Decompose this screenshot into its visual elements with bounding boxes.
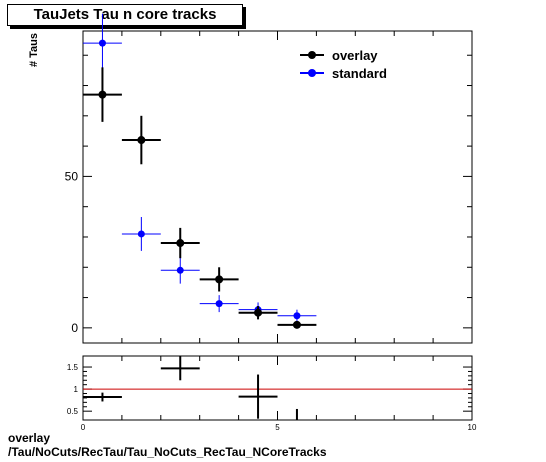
main-y-axis-label: # Taus	[28, 33, 40, 67]
standard-point	[293, 312, 301, 320]
ratio-frame	[82, 355, 473, 421]
ratio-x-tick-label: 0	[81, 423, 86, 432]
overlay-point	[254, 308, 263, 317]
ratio-plot-panel: 0.5 1 1.5 0 5 10	[67, 355, 477, 432]
main-frame	[82, 30, 473, 344]
ratio-x-tick-label: 10	[468, 423, 477, 432]
legend-label-standard: standard	[332, 66, 387, 81]
overlay-point	[215, 275, 224, 284]
footer-path: /Tau/NoCuts/RecTau/Tau_NoCuts_RecTau_NCo…	[8, 445, 327, 459]
main-y-tick-label: 0	[71, 321, 78, 335]
ratio-y-tick-label: 0.5	[67, 407, 79, 416]
ratio-y-tick-label: 1	[74, 385, 79, 394]
chart-title-box: TauJets Tau n core tracks	[7, 4, 243, 26]
legend-marker-standard	[308, 69, 316, 77]
ratio-y-tick-label: 1.5	[67, 363, 79, 372]
main-y-tick-label: 50	[65, 169, 79, 183]
overlay-point	[176, 239, 185, 248]
footer-label: overlay	[8, 431, 51, 445]
overlay-point	[98, 90, 107, 99]
legend-label-overlay: overlay	[332, 48, 378, 63]
overlay-point	[292, 320, 301, 329]
standard-point	[98, 39, 106, 47]
chart-title: TauJets Tau n core tracks	[33, 6, 217, 23]
standard-point	[215, 300, 223, 308]
main-plot-panel: 0 50 # Taus overlay standard	[28, 13, 473, 344]
standard-point	[137, 230, 145, 238]
legend-marker-overlay	[308, 51, 316, 59]
ratio-x-tick-label: 5	[275, 423, 280, 432]
ratio-points	[83, 356, 298, 420]
standard-point	[176, 266, 184, 274]
overlay-point	[137, 136, 146, 145]
